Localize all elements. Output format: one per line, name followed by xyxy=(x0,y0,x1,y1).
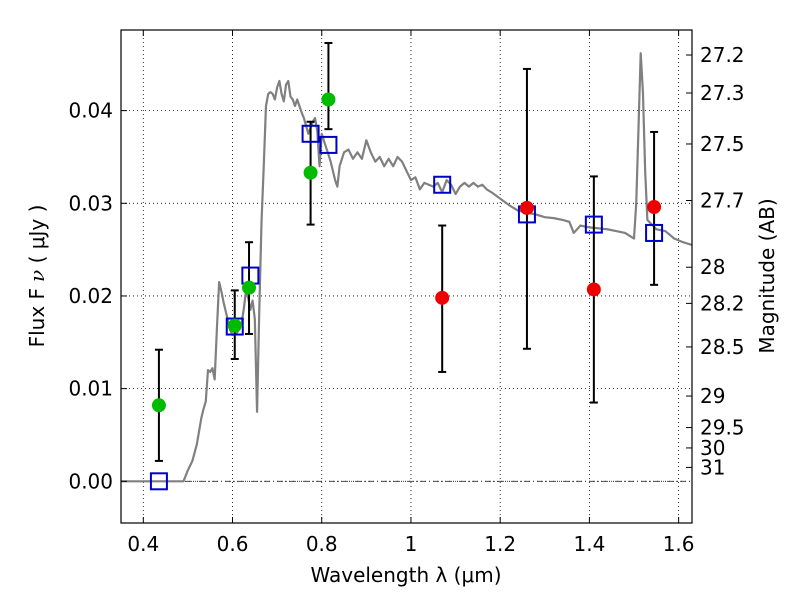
x-axis: 0.4 0.6 0.8 1 1.2 1.4 1.6 xyxy=(127,30,695,556)
model-photometry-square xyxy=(225,317,244,336)
detection-point xyxy=(227,318,242,333)
right-tick-label: 27.5 xyxy=(700,132,745,156)
detection-point xyxy=(303,165,318,180)
x-axis-title: Wavelength λ (μm) xyxy=(310,563,501,587)
model-photometry-series xyxy=(149,124,664,491)
x-tick-label: 1 xyxy=(405,532,418,556)
right-tick-label: 28.5 xyxy=(700,335,745,359)
y-tick-label: 0.02 xyxy=(68,284,113,308)
detection-point xyxy=(647,199,662,214)
detection-point xyxy=(151,398,166,413)
model-photometry-square xyxy=(433,175,452,194)
x-tick-label: 0.4 xyxy=(127,532,159,556)
right-tick-label: 28 xyxy=(700,255,725,279)
x-tick-label: 1.6 xyxy=(663,532,695,556)
detection-point xyxy=(321,92,336,107)
y-tick-label: 0.03 xyxy=(68,191,113,215)
model-photometry-square xyxy=(319,135,338,154)
model-photometry-square xyxy=(645,223,664,242)
right-tick-label: 29 xyxy=(700,384,725,408)
right-tick-label: 27.2 xyxy=(700,43,745,67)
plot-frame xyxy=(120,29,693,524)
y-axis-left: 0.00 0.01 0.02 0.03 0.04 xyxy=(68,99,127,493)
y-axis-left-title-unit: ( μJy ) xyxy=(25,205,49,270)
model-photometry-square xyxy=(301,124,320,143)
y-tick-label: 0.04 xyxy=(68,99,113,123)
right-tick-label: 27.7 xyxy=(700,189,745,213)
plot-area xyxy=(121,41,692,491)
x-tick-label: 1.2 xyxy=(484,532,516,556)
right-tick-label: 30 xyxy=(700,436,725,460)
detection-series xyxy=(151,92,662,413)
x-tick-label: 0.8 xyxy=(306,532,338,556)
y-tick-label: 0.01 xyxy=(68,377,113,401)
y-axis-right-title: Magnitude (AB) xyxy=(755,198,779,353)
y-tick-label: 0.00 xyxy=(68,469,113,493)
model-photometry-square xyxy=(149,472,168,491)
right-tick-label: 28.2 xyxy=(700,291,745,315)
y-axis-left-title: Flux F ν ( μJy ) xyxy=(25,205,49,348)
x-tick-label: 0.6 xyxy=(217,532,249,556)
detection-point xyxy=(586,282,601,297)
model-photometry-square xyxy=(584,215,603,234)
detection-point xyxy=(519,200,534,215)
detection-point xyxy=(242,280,257,295)
right-tick-label: 29.5 xyxy=(700,416,745,440)
detection-point xyxy=(435,290,450,305)
right-tick-label: 31 xyxy=(700,455,725,479)
x-tick-label: 1.4 xyxy=(573,532,605,556)
y-axis-left-title-main: Flux F xyxy=(25,288,49,347)
y-axis-left-title-nu: ν xyxy=(25,270,49,282)
right-tick-label: 27.3 xyxy=(700,81,745,105)
